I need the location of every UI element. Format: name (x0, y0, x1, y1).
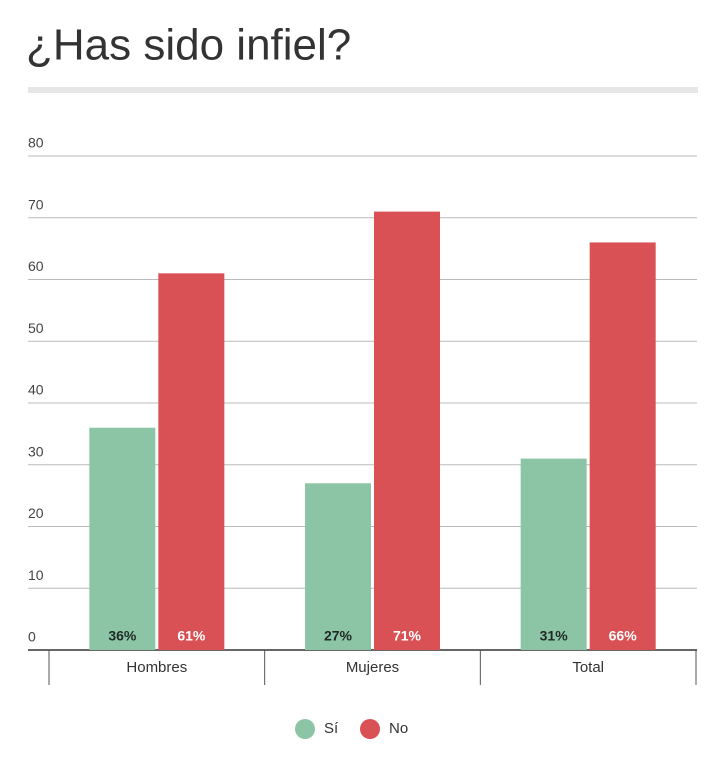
bar (520, 458, 587, 650)
title-rule (28, 87, 698, 93)
x-tick-label: Total (572, 659, 604, 676)
y-tick-label: 10 (28, 567, 44, 583)
y-tick-label: 0 (28, 629, 36, 645)
value-label: 27% (324, 628, 353, 644)
value-label: 31% (540, 628, 569, 644)
y-tick-label: 70 (28, 196, 44, 212)
y-tick-label: 50 (28, 320, 44, 336)
legend-swatch (295, 719, 315, 739)
legend-label: No (389, 720, 408, 737)
y-tick-label: 60 (28, 258, 44, 274)
y-tick-label: 30 (28, 443, 44, 459)
legend-swatch (360, 719, 380, 739)
y-tick-label: 40 (28, 382, 44, 398)
legend-label: Sí (324, 720, 339, 737)
x-tick-label: Hombres (126, 659, 187, 676)
value-label: 66% (609, 628, 638, 644)
value-label: 36% (108, 628, 137, 644)
value-label: 61% (177, 628, 206, 644)
bar (374, 211, 440, 650)
value-label: 71% (393, 628, 422, 644)
y-tick-label: 80 (28, 135, 44, 151)
bar (158, 273, 225, 650)
bar (305, 483, 371, 650)
x-tick-label: Mujeres (346, 659, 399, 676)
bar (89, 427, 156, 650)
y-tick-label: 20 (28, 505, 44, 521)
bar (589, 242, 656, 650)
chart-title: ¿Has sido infiel? (26, 21, 351, 70)
